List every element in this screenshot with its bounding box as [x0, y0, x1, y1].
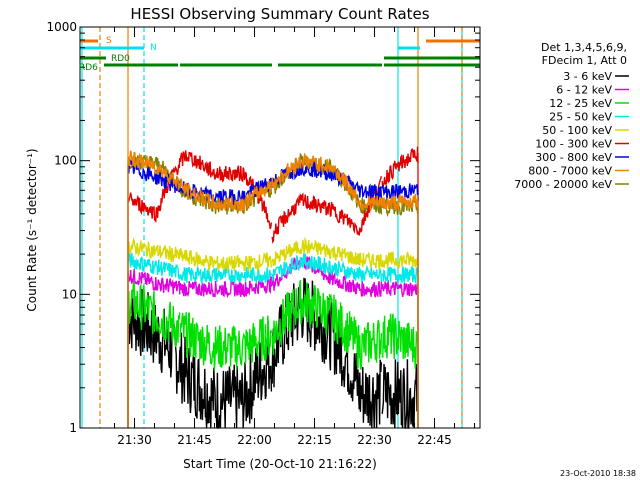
series-line	[271, 252, 383, 283]
series-line	[271, 277, 383, 429]
flag-label-n: N	[150, 43, 157, 53]
series-line	[127, 237, 181, 263]
series-line	[271, 160, 383, 203]
legend: Det 1,3,4,5,6,9, FDecim 1, Att 0 3 - 6 k…	[514, 41, 629, 191]
series-line	[271, 279, 383, 370]
series-line	[179, 276, 273, 299]
series-line	[127, 280, 181, 348]
legend-entry-label: 100 - 300 keV	[535, 138, 612, 151]
flag-labels: S N RD0 RD6	[79, 36, 157, 73]
legend-entry-label: 800 - 7000 keV	[528, 165, 612, 178]
series-line	[381, 193, 419, 211]
legend-entry-label: 300 - 800 keV	[535, 151, 612, 164]
x-tick-label: 22:00	[237, 433, 272, 447]
y-tick-label: 1	[69, 421, 77, 435]
flag-label-s: S	[106, 36, 112, 46]
x-tick-label: 22:15	[297, 433, 332, 447]
series-line	[381, 183, 419, 201]
y-tick-label: 1000	[46, 20, 77, 34]
legend-entry-label: 50 - 100 keV	[542, 124, 612, 137]
series-line	[127, 252, 181, 280]
legend-entry-label: 25 - 50 keV	[549, 111, 612, 124]
series-line	[271, 176, 383, 244]
plot-frame	[79, 26, 481, 429]
series-line	[381, 279, 419, 297]
flag-label-rd0: RD0	[111, 54, 130, 64]
y-axis-label: Count Rate (s⁻¹ detector⁻¹)	[25, 148, 39, 311]
x-tick-label: 22:45	[417, 433, 452, 447]
legend-header-line-2: FDecim 1, Att 0	[542, 54, 627, 67]
series-line	[381, 146, 419, 189]
x-tick-label: 21:45	[177, 433, 212, 447]
series-line	[271, 236, 383, 271]
series-line	[271, 152, 383, 212]
legend-entry-label: 12 - 25 keV	[549, 97, 612, 110]
legend-entry-label: 7000 - 20000 keV	[514, 178, 612, 191]
x-axis-label: Start Time (20-Oct-10 21:16:22)	[183, 457, 377, 471]
y-tick-label: 100	[54, 154, 77, 168]
series-line	[127, 158, 181, 193]
legend-header-line-1: Det 1,3,4,5,6,9,	[541, 41, 627, 54]
footer-timestamp: 23-Oct-2010 18:38	[560, 469, 636, 478]
series-line	[179, 312, 273, 371]
series-line	[381, 198, 419, 218]
series-800-7000-kev	[127, 150, 419, 428]
axes: 1 10 100 1000 21:30 21:45 22:00 22:15 22:30 22:45	[46, 20, 480, 447]
legend-entry-label: 6 - 12 keV	[556, 84, 612, 97]
flag-label-rd6: RD6	[79, 63, 98, 73]
series-line	[179, 248, 273, 273]
series-line	[381, 359, 419, 429]
x-tick-label: 22:30	[357, 433, 392, 447]
x-tick-label: 21:30	[117, 433, 152, 447]
chart-title: HESSI Observing Summary Count Rates	[130, 5, 429, 23]
plot-area	[80, 27, 480, 429]
series-line	[179, 331, 273, 429]
series-line	[127, 150, 181, 191]
series-line	[127, 268, 181, 295]
series-line	[381, 250, 419, 269]
y-tick-label: 10	[62, 287, 77, 301]
series-line	[381, 266, 419, 286]
series-line	[381, 313, 419, 370]
series-line	[179, 178, 273, 214]
legend-entry-label: 3 - 6 keV	[563, 70, 612, 83]
